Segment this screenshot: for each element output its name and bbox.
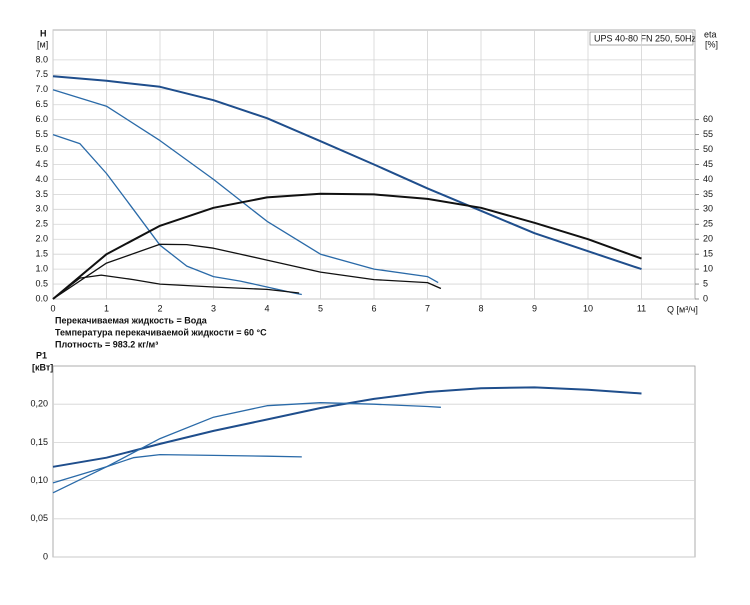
y-tick-label: 0,15 xyxy=(30,437,48,447)
y-tick-label: 7.0 xyxy=(35,84,48,94)
x-axis-label: Q [м³/ч] xyxy=(667,304,698,314)
y2-tick-label: 15 xyxy=(703,249,713,259)
x-tick-label: 8 xyxy=(478,303,483,313)
x-tick-label: 0 xyxy=(50,303,55,313)
y-tick-label: 0,10 xyxy=(30,475,48,485)
y2-tick-label: 50 xyxy=(703,144,713,154)
x-tick-label: 1 xyxy=(104,303,109,313)
x-tick-label: 2 xyxy=(157,303,162,313)
y-tick-label: 3.5 xyxy=(35,189,48,199)
y2-tick-label: 0 xyxy=(703,293,708,303)
y-tick-label: 4.0 xyxy=(35,174,48,184)
y-tick-label: 6.5 xyxy=(35,99,48,109)
y-axis-label: H xyxy=(40,28,47,38)
y2-tick-label: 40 xyxy=(703,174,713,184)
y-tick-label: 6.0 xyxy=(35,114,48,124)
curve xyxy=(52,133,302,296)
note: Температура перекачиваемой жидкости = 60… xyxy=(55,327,267,337)
y-tick-label: 0,05 xyxy=(30,513,48,523)
y-tick-label: 0,20 xyxy=(30,399,48,409)
y-axis-unit: [м] xyxy=(37,39,48,49)
y-tick-label: 7.5 xyxy=(35,69,48,79)
y-tick-label: 5.5 xyxy=(35,129,48,139)
x-tick-label: 3 xyxy=(211,303,216,313)
y2-axis-unit: [%] xyxy=(705,39,718,49)
y-tick-label: 8.0 xyxy=(35,54,48,64)
y-tick-label: 5.0 xyxy=(35,144,48,154)
x-tick-label: 11 xyxy=(637,303,646,313)
x-tick-label: 6 xyxy=(371,303,376,313)
curve xyxy=(52,192,642,300)
y-tick-label: 2.0 xyxy=(35,234,48,244)
y2-tick-label: 20 xyxy=(703,234,713,244)
y-tick-label: 1.0 xyxy=(35,263,48,273)
y-tick-label: 3.0 xyxy=(35,204,48,214)
y2-tick-label: 5 xyxy=(703,278,708,288)
x-tick-label: 9 xyxy=(532,303,537,313)
y2-axis-label: eta xyxy=(704,29,717,39)
y-axis-unit: [кВт] xyxy=(32,362,53,372)
y-tick-label: 2.5 xyxy=(35,219,48,229)
curve xyxy=(52,89,439,284)
x-tick-label: 7 xyxy=(425,303,430,313)
y2-tick-label: 30 xyxy=(703,204,713,214)
curve xyxy=(52,402,441,484)
y-axis-label: P1 xyxy=(36,350,47,360)
note: Плотность = 983.2 кг/м³ xyxy=(55,339,158,349)
curve xyxy=(52,453,302,494)
y2-tick-label: 60 xyxy=(703,114,713,124)
y2-tick-label: 10 xyxy=(703,263,713,273)
chart-title: UPS 40-80 FN 250, 50Hz xyxy=(594,33,697,43)
note: Перекачиваемая жидкость = Вода xyxy=(55,315,208,325)
x-tick-label: 10 xyxy=(583,303,593,313)
y2-tick-label: 45 xyxy=(703,159,713,169)
y-tick-label: 0 xyxy=(43,551,48,561)
y-tick-label: 0.5 xyxy=(35,278,48,288)
y2-tick-label: 35 xyxy=(703,189,713,199)
curve xyxy=(52,274,300,300)
y-tick-label: 1.5 xyxy=(35,249,48,259)
y2-tick-label: 25 xyxy=(703,219,713,229)
x-tick-label: 4 xyxy=(264,303,269,313)
curve xyxy=(52,75,642,271)
x-tick-label: 5 xyxy=(318,303,323,313)
y-tick-label: 0.0 xyxy=(35,293,48,303)
curve xyxy=(52,243,442,300)
y-tick-label: 4.5 xyxy=(35,159,48,169)
y2-tick-label: 55 xyxy=(703,129,713,139)
